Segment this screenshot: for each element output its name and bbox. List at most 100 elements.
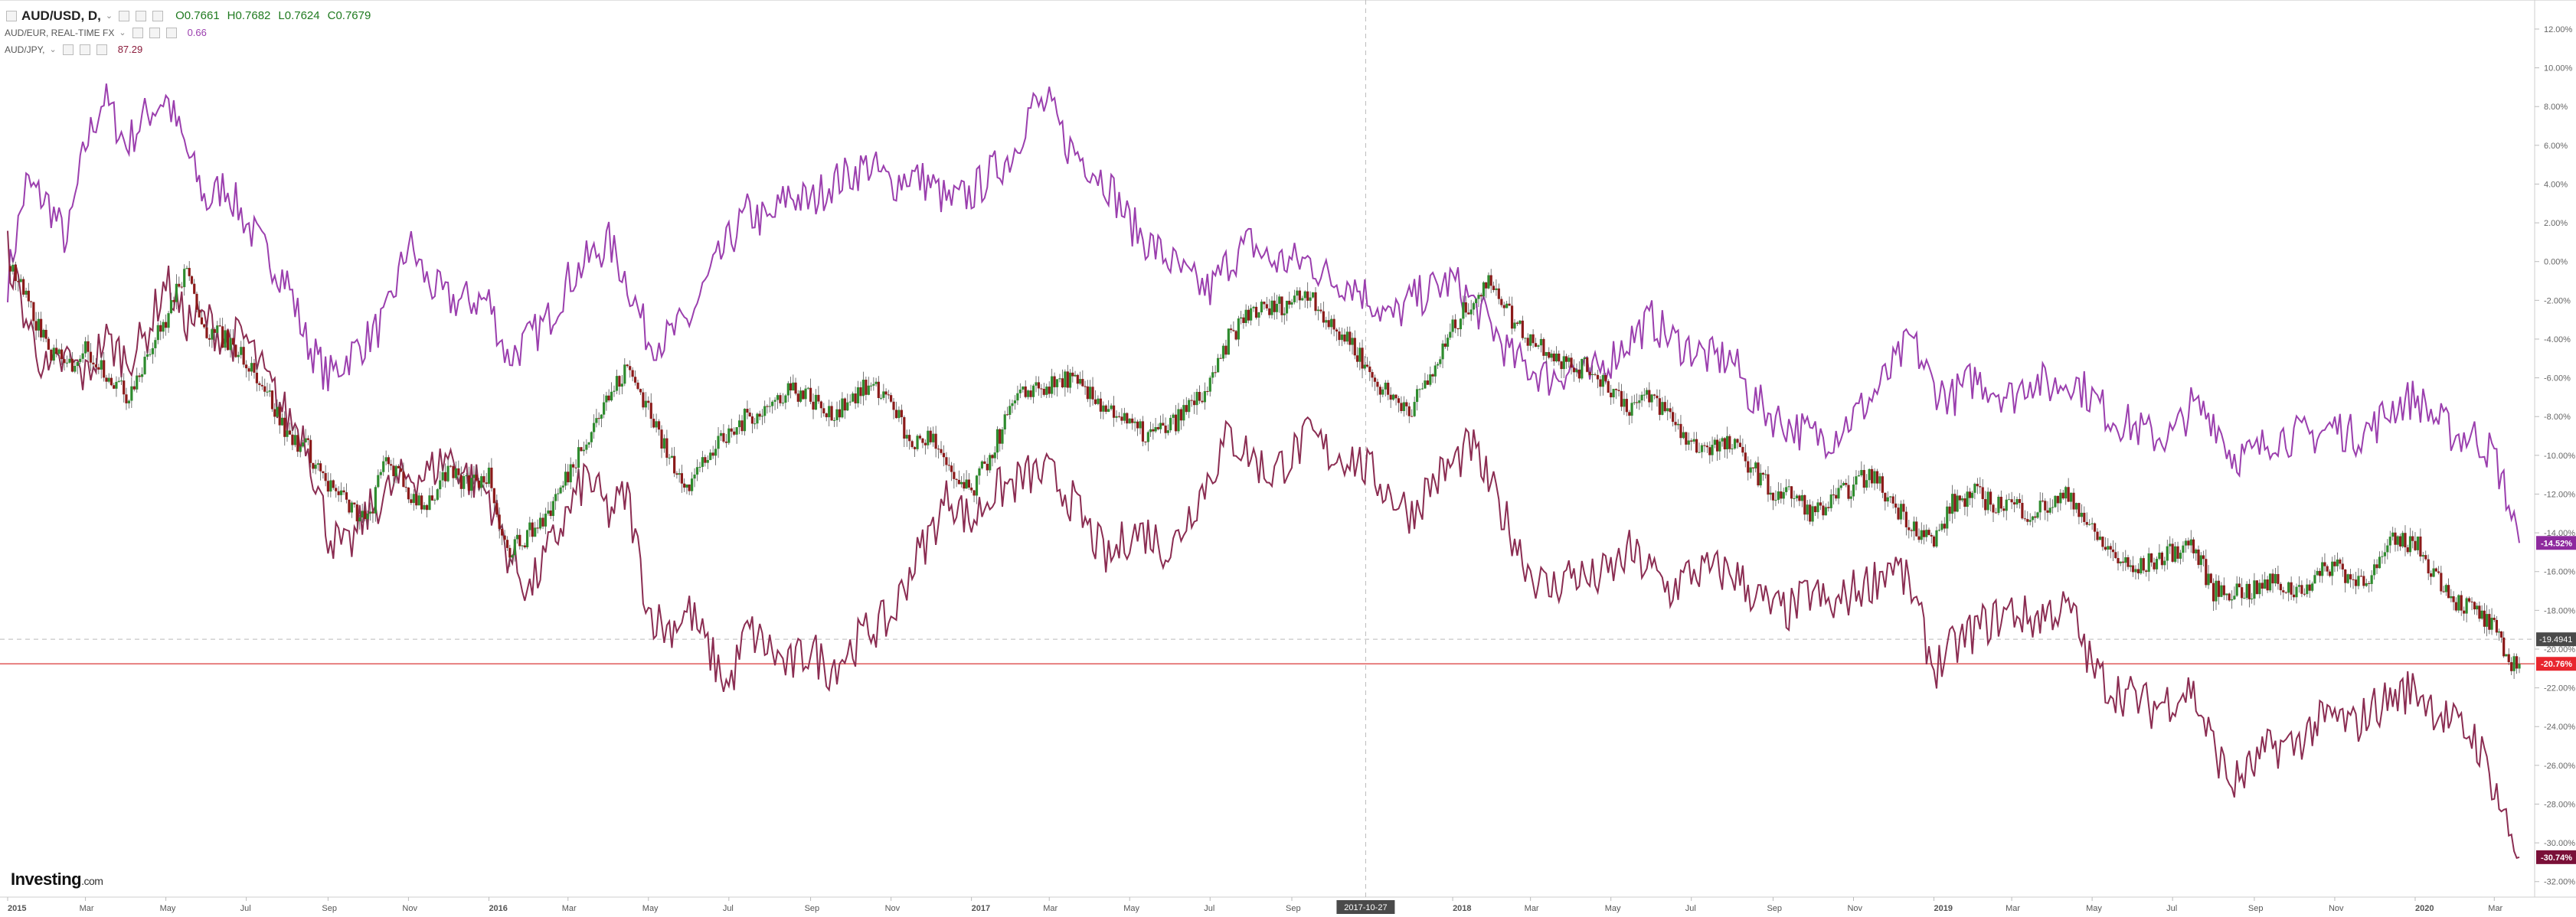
candle-body[interactable] bbox=[832, 419, 836, 421]
candle-body[interactable] bbox=[1687, 440, 1690, 445]
candle-body[interactable] bbox=[280, 417, 284, 426]
candle-body[interactable] bbox=[1798, 495, 1801, 501]
candle-body[interactable] bbox=[1757, 462, 1760, 486]
candle-body[interactable] bbox=[1645, 390, 1649, 395]
candle-body[interactable] bbox=[2463, 610, 2466, 614]
candle-body[interactable] bbox=[838, 409, 842, 418]
candle-body[interactable] bbox=[2378, 556, 2381, 569]
candle-body[interactable] bbox=[1112, 405, 1116, 418]
candle-body[interactable] bbox=[1273, 300, 1276, 312]
candle-body[interactable] bbox=[2493, 618, 2496, 620]
candle-body[interactable] bbox=[986, 463, 989, 471]
close-icon[interactable] bbox=[96, 44, 107, 55]
candle-body[interactable] bbox=[1091, 387, 1094, 400]
candle-body[interactable] bbox=[1643, 394, 1646, 396]
candle-body[interactable] bbox=[260, 384, 263, 387]
candle-body[interactable] bbox=[1927, 530, 1930, 535]
candle-body[interactable] bbox=[1568, 357, 1571, 362]
candle-body[interactable] bbox=[1708, 447, 1711, 455]
candle-body[interactable] bbox=[374, 487, 377, 514]
candle-body[interactable] bbox=[2408, 536, 2412, 553]
candle-body[interactable] bbox=[942, 452, 946, 458]
candle-body[interactable] bbox=[1907, 527, 1911, 530]
candle-body[interactable] bbox=[2266, 579, 2269, 591]
candle-body[interactable] bbox=[1849, 496, 1852, 499]
candle-body[interactable] bbox=[2247, 583, 2251, 599]
candle-body[interactable] bbox=[44, 329, 47, 339]
candle-body[interactable] bbox=[1413, 402, 1416, 416]
candle-body[interactable] bbox=[293, 435, 296, 445]
candle-body[interactable] bbox=[2282, 590, 2285, 592]
candle-body[interactable] bbox=[193, 283, 196, 294]
candle-body[interactable] bbox=[892, 401, 895, 410]
candle-body[interactable] bbox=[1868, 468, 1871, 481]
candle-body[interactable] bbox=[693, 475, 696, 479]
candle-body[interactable] bbox=[1997, 497, 2000, 514]
candle-body[interactable] bbox=[2160, 552, 2163, 566]
candle-body[interactable] bbox=[2290, 582, 2293, 595]
candle-body[interactable] bbox=[704, 457, 707, 463]
candle-body[interactable] bbox=[316, 463, 319, 465]
candle-body[interactable] bbox=[2231, 599, 2234, 601]
candle-body[interactable] bbox=[1793, 498, 1796, 499]
candle-body[interactable] bbox=[1564, 356, 1568, 362]
candle-body[interactable] bbox=[332, 480, 335, 488]
candle-body[interactable] bbox=[730, 428, 733, 432]
candle-body[interactable] bbox=[42, 329, 45, 338]
candle-body[interactable] bbox=[1930, 534, 1933, 537]
candle-body[interactable] bbox=[965, 479, 968, 489]
candle-body[interactable] bbox=[927, 430, 930, 445]
candle-body[interactable] bbox=[1738, 442, 1742, 447]
candle-body[interactable] bbox=[83, 341, 87, 354]
candle-body[interactable] bbox=[2031, 516, 2035, 521]
candle-body[interactable] bbox=[1128, 418, 1131, 424]
candle-body[interactable] bbox=[814, 394, 818, 410]
candle-body[interactable] bbox=[125, 394, 128, 403]
candle-body[interactable] bbox=[1690, 440, 1693, 442]
candle-body[interactable] bbox=[32, 302, 35, 321]
candle-body[interactable] bbox=[1365, 364, 1369, 367]
candle-body[interactable] bbox=[605, 395, 608, 403]
candle-body[interactable] bbox=[2093, 523, 2097, 532]
candle-body[interactable] bbox=[1822, 505, 1825, 516]
candle-body[interactable] bbox=[2339, 559, 2342, 564]
candle-body[interactable] bbox=[2452, 596, 2455, 602]
candle-body[interactable] bbox=[1456, 328, 1460, 330]
candle-body[interactable] bbox=[1449, 331, 1452, 338]
candle-body[interactable] bbox=[2303, 593, 2306, 595]
candle-body[interactable] bbox=[1703, 445, 1706, 446]
candle-body[interactable] bbox=[1420, 388, 1424, 390]
candle-body[interactable] bbox=[2430, 573, 2433, 577]
candle-body[interactable] bbox=[2153, 562, 2156, 569]
candle-body[interactable] bbox=[1451, 319, 1454, 332]
candle-body[interactable] bbox=[1635, 402, 1639, 403]
candle-body[interactable] bbox=[784, 395, 787, 403]
candle-body[interactable] bbox=[498, 514, 501, 529]
legend-row-main[interactable]: AUD/USD, D, ⌄ O0.7661 H0.7682 L0.7624 C0.76… bbox=[5, 8, 378, 24]
candle-body[interactable] bbox=[278, 406, 281, 426]
candle-body[interactable] bbox=[162, 321, 165, 332]
candle-body[interactable] bbox=[1343, 334, 1346, 342]
candle-body[interactable] bbox=[2036, 512, 2039, 518]
candle-body[interactable] bbox=[1332, 318, 1335, 330]
candle-body[interactable] bbox=[2182, 545, 2185, 553]
candle-body[interactable] bbox=[2321, 562, 2324, 576]
candle-body[interactable] bbox=[799, 390, 803, 402]
candle-body[interactable] bbox=[559, 487, 562, 494]
candle-body[interactable] bbox=[480, 476, 483, 488]
candle-body[interactable] bbox=[1661, 402, 1664, 415]
candle-body[interactable] bbox=[541, 517, 544, 527]
candle-body[interactable] bbox=[1803, 494, 1806, 515]
candle-body[interactable] bbox=[1813, 506, 1817, 513]
candle-body[interactable] bbox=[756, 413, 759, 424]
candle-body[interactable] bbox=[348, 499, 351, 513]
candle-body[interactable] bbox=[169, 300, 173, 314]
candle-body[interactable] bbox=[439, 480, 442, 490]
candle-body[interactable] bbox=[649, 403, 652, 419]
candle-body[interactable] bbox=[600, 414, 603, 419]
candle-body[interactable] bbox=[415, 494, 418, 506]
candle-body[interactable] bbox=[355, 504, 358, 522]
candle-body[interactable] bbox=[2268, 573, 2272, 591]
candle-body[interactable] bbox=[733, 431, 736, 435]
candle-body[interactable] bbox=[2136, 569, 2140, 574]
